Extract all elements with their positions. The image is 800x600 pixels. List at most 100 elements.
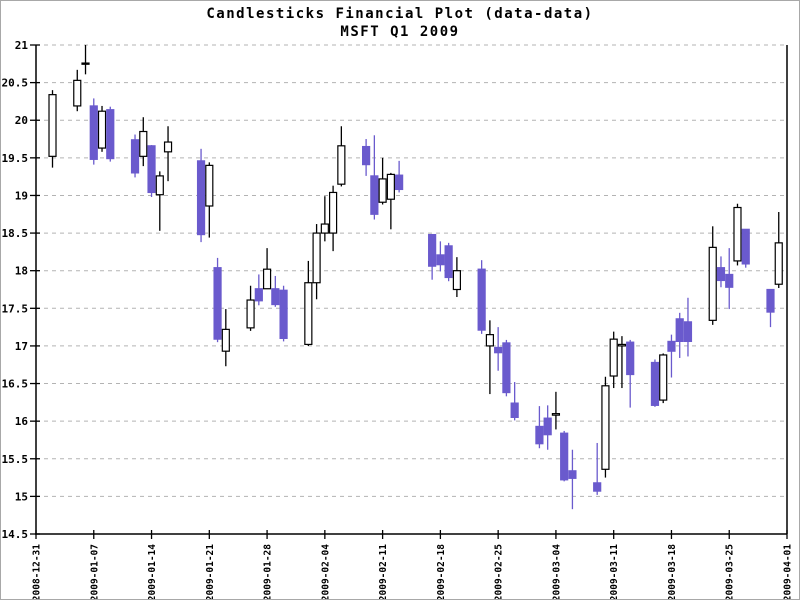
candle-2009-03-18 [667, 334, 676, 378]
candle-2009-01-08 [97, 105, 107, 152]
candle-body [675, 318, 684, 343]
candle-2009-02-05 [328, 185, 338, 252]
candle-body [617, 343, 627, 347]
candle-2009-03-13 [626, 339, 635, 408]
candle-2009-03-03 [543, 405, 552, 450]
candle-2009-02-24 [485, 320, 495, 395]
candle-body [205, 164, 214, 207]
candle-body [502, 342, 511, 394]
candle-2009-03-10 [601, 376, 610, 478]
candle-body [81, 62, 90, 65]
x-tick-label: 2009-03-25 [725, 544, 736, 599]
candle-body [196, 160, 206, 236]
candle-body [279, 289, 288, 340]
candle-body [89, 105, 98, 160]
candle-body [73, 79, 82, 107]
candle-body [659, 354, 668, 401]
candle-body [543, 417, 552, 436]
candle-2009-02-04 [320, 196, 329, 242]
candle-2009-02-13 [395, 160, 404, 193]
candle-2009-02-12 [386, 172, 395, 230]
candle-body [370, 175, 379, 215]
candle-body [328, 191, 338, 234]
candle-2009-03-09 [593, 442, 602, 495]
candle-body [485, 334, 495, 347]
candle-2009-01-15 [155, 171, 164, 231]
candle-2009-02-20 [452, 257, 461, 298]
candle-body [452, 270, 461, 291]
candle-body [304, 282, 313, 346]
candle-body [436, 254, 445, 266]
candle-body [271, 288, 280, 306]
candle-2009-03-04 [551, 391, 561, 430]
candle-2009-01-06 [81, 45, 90, 75]
candle-body [716, 267, 726, 282]
candle-body [48, 94, 57, 157]
candle-2009-03-05 [560, 430, 569, 482]
y-tick-label: 20.5 [2, 77, 29, 90]
candle-2009-01-20 [196, 148, 206, 243]
candle-body [155, 175, 164, 196]
candle-2009-02-09 [362, 139, 371, 176]
candle-body [535, 425, 544, 445]
candle-body [213, 267, 222, 340]
candle-2009-03-16 [650, 359, 660, 407]
x-tick-label: 2009-01-28 [263, 544, 274, 599]
y-tick-label: 14.5 [2, 528, 29, 541]
candle-2009-03-11 [609, 331, 618, 389]
candle-2009-02-06 [337, 126, 346, 187]
candle-2009-02-10 [370, 135, 379, 220]
candle-body [428, 233, 437, 267]
candle-body [568, 470, 577, 479]
candle-body [725, 273, 734, 288]
candle-2009-03-02 [535, 406, 544, 449]
candle-body [609, 338, 618, 377]
candle-body [312, 232, 321, 284]
candle-body [444, 245, 453, 279]
candle-body [163, 141, 173, 153]
candle-body [337, 145, 346, 185]
candle-2009-02-27 [510, 382, 519, 421]
candle-body [395, 174, 404, 191]
candle-2009-01-28 [262, 248, 272, 290]
candle-body [477, 268, 486, 331]
candle-2009-02-03 [312, 224, 321, 300]
y-tick-label: 19 [15, 189, 28, 202]
candle-2009-01-27 [254, 274, 263, 306]
x-tick-label: 2009-03-04 [551, 544, 562, 599]
candle-2009-03-17 [659, 353, 668, 404]
x-tick-label: 2008-12-31 [32, 544, 43, 599]
x-tick-label: 2009-02-25 [494, 544, 505, 599]
candle-2009-01-30 [279, 285, 288, 342]
candle-body [766, 288, 775, 313]
candle-body [378, 178, 387, 203]
candle-body [320, 223, 329, 234]
candle-2009-01-12 [130, 134, 140, 178]
candle-body [593, 482, 602, 492]
candle-2009-03-30 [766, 288, 775, 328]
candle-body [510, 402, 519, 418]
candle-2009-02-23 [477, 260, 486, 334]
x-tick-label: 2009-03-11 [609, 544, 620, 599]
candle-body [106, 109, 115, 160]
candle-body [139, 130, 148, 157]
candle-body [362, 145, 371, 166]
y-tick-label: 17 [15, 340, 28, 353]
candle-2009-02-19 [444, 242, 453, 282]
y-tick-label: 18 [15, 265, 28, 278]
candle-2009-02-25 [494, 327, 503, 371]
candle-body [774, 242, 783, 285]
candle-2009-03-26 [733, 203, 742, 266]
candle-2009-01-26 [246, 285, 255, 331]
candle-body [683, 321, 693, 343]
candle-2009-01-14 [147, 145, 156, 197]
chart-title: Candlesticks Financial Plot (data-data) [206, 6, 594, 22]
candle-2009-03-12 [617, 336, 627, 389]
x-tick-label: 2009-01-14 [147, 544, 158, 599]
candle-body [667, 340, 676, 352]
candle-body [626, 341, 635, 376]
y-tick-label: 16 [15, 415, 29, 428]
candle-body [386, 173, 395, 200]
candle-body [254, 288, 263, 302]
